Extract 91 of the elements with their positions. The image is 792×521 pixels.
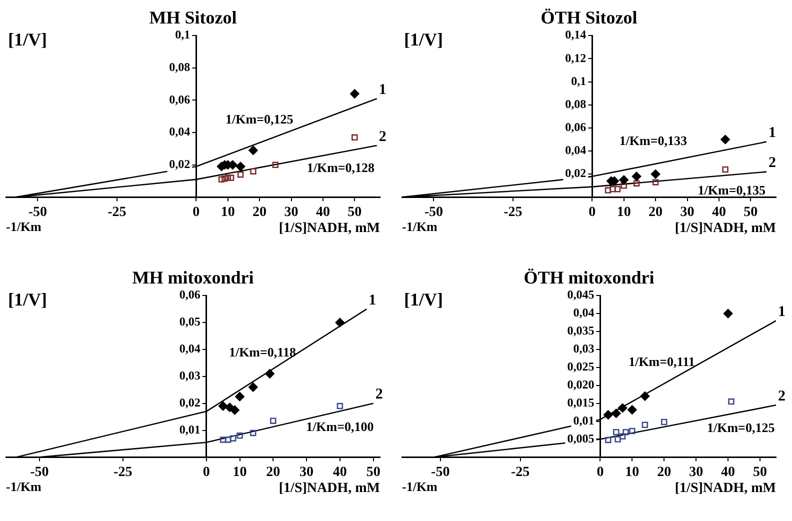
x-tick-label: 0	[202, 465, 210, 480]
x-tick-label: -25	[114, 465, 132, 480]
series-label: 2	[768, 155, 776, 172]
series-label: 1	[378, 82, 386, 98]
y-tick-label: 0,005	[567, 431, 594, 446]
annotation: 1/Km=0,125	[226, 112, 294, 127]
annotation: 1/Km=0,128	[306, 160, 376, 176]
annotation: 1/Km=0,111	[628, 354, 695, 369]
y-axis-title: [1/V]	[8, 29, 47, 50]
x-axis-title: [1/S]NADH, mM	[278, 480, 380, 496]
x-tick-label: 10	[616, 205, 631, 220]
y-tick-label: 0,06	[179, 288, 200, 302]
annotation: 1/Km=0,118	[228, 344, 296, 360]
x-tick-label: 20	[657, 465, 672, 480]
y-tick-label: 0,04	[169, 124, 190, 139]
x-tick-label: 30	[680, 205, 694, 220]
x-tick-label: 40	[721, 465, 736, 480]
y-tick-label: 0,015	[567, 395, 594, 410]
x-axis-title: [1/S]NADH, mM	[674, 220, 776, 236]
x-tick-label: -50	[431, 465, 450, 480]
text: -1/Km	[402, 219, 438, 234]
series-label: 2	[378, 128, 386, 145]
y-tick-label: 0,1	[175, 28, 190, 42]
x-axis-title: [1/S]NADH, mM	[674, 480, 776, 496]
y-tick-label: 0,03	[573, 342, 594, 356]
x-tick-label: 20	[252, 205, 267, 220]
x-tick-label: 40	[332, 465, 347, 480]
y-tick-label: 0,06	[565, 120, 586, 134]
x-tick-label: 50	[744, 205, 758, 220]
x-tick-label: 10	[625, 465, 640, 480]
x-tick-label: 30	[300, 465, 314, 480]
y-tick-label: 0,05	[179, 314, 200, 329]
y-tick-label: 0,14	[565, 28, 586, 42]
x-tick-label: 50	[753, 465, 768, 480]
x-tick-label: 50	[348, 205, 362, 220]
x-tick-label: 30	[689, 465, 704, 480]
y-tick-label: 0,12	[565, 50, 586, 65]
x-tick-label: -50	[30, 465, 49, 480]
y-tick-label: 0,020	[567, 377, 594, 392]
series-label: 2	[375, 386, 383, 403]
series-label: 1	[768, 125, 776, 142]
x-tick-label: 0	[588, 205, 596, 220]
x-tick-label: -25	[510, 465, 530, 480]
y-tick-label: 0,035	[567, 324, 594, 338]
series-label: 2	[778, 388, 786, 405]
series-label: 1	[368, 292, 376, 308]
x-tick-label: 20	[266, 465, 280, 480]
y-tick-label: 0,08	[169, 60, 190, 74]
x-tick-label: 50	[366, 465, 380, 480]
y-axis-title: [1/V]	[8, 289, 47, 310]
chart-title: ÖTH Sitozol	[540, 7, 638, 28]
text: -1/Km	[6, 479, 42, 494]
y-tick-label: 0,08	[565, 96, 586, 111]
annotation: 1/Km=0,133	[619, 133, 688, 148]
y-axis-title: [1/V]	[404, 29, 443, 50]
y-tick-label: 0,045	[567, 288, 594, 302]
x-tick-label: 40	[316, 205, 330, 220]
y-tick-label: 0,04	[573, 306, 594, 320]
chart-title: ÖTH mitoxondri	[524, 267, 654, 288]
x-tick-label: -50	[424, 205, 444, 220]
annotation: 1/Km=0,125	[706, 420, 776, 435]
y-tick-label: 0,04	[179, 342, 200, 356]
annotation: 1/Km=0,100	[306, 419, 374, 434]
chart-title: MH Sitozol	[149, 7, 237, 28]
y-axis-title: [1/V]	[404, 289, 443, 310]
x-tick-label: -50	[28, 205, 48, 220]
x-tick-label: 20	[648, 205, 663, 220]
y-tick-label: 0,02	[179, 395, 200, 410]
x-tick-label: -25	[108, 205, 126, 220]
x-tick-label: 10	[232, 465, 247, 480]
y-tick-label: 0,1	[571, 74, 586, 88]
x-tick-label: 30	[284, 205, 298, 220]
y-tick-label: 0,06	[169, 92, 190, 106]
series-label: 1	[778, 304, 786, 320]
x-tick-label: 0	[192, 205, 200, 220]
text: -1/Km	[402, 479, 438, 494]
x-axis-title: [1/S]NADH, mM	[278, 220, 380, 236]
annotation: 1/Km=0,135	[698, 182, 766, 198]
chart-title: MH mitoxondri	[132, 267, 254, 288]
y-tick-label: 0,01	[179, 422, 200, 436]
x-tick-label: -25	[504, 205, 522, 220]
y-tick-label: 0,025	[567, 360, 594, 374]
y-tick-label: 0,02	[169, 156, 190, 171]
x-tick-label: 10	[220, 205, 235, 220]
text: -1/Km	[6, 219, 42, 234]
y-tick-label: 0,02	[565, 166, 586, 180]
y-tick-label: 0,04	[565, 143, 586, 158]
y-tick-label: 0,01	[573, 413, 594, 428]
x-tick-label: 40	[712, 205, 726, 220]
x-tick-label: 0	[596, 465, 604, 480]
y-tick-label: 0,03	[179, 368, 200, 382]
